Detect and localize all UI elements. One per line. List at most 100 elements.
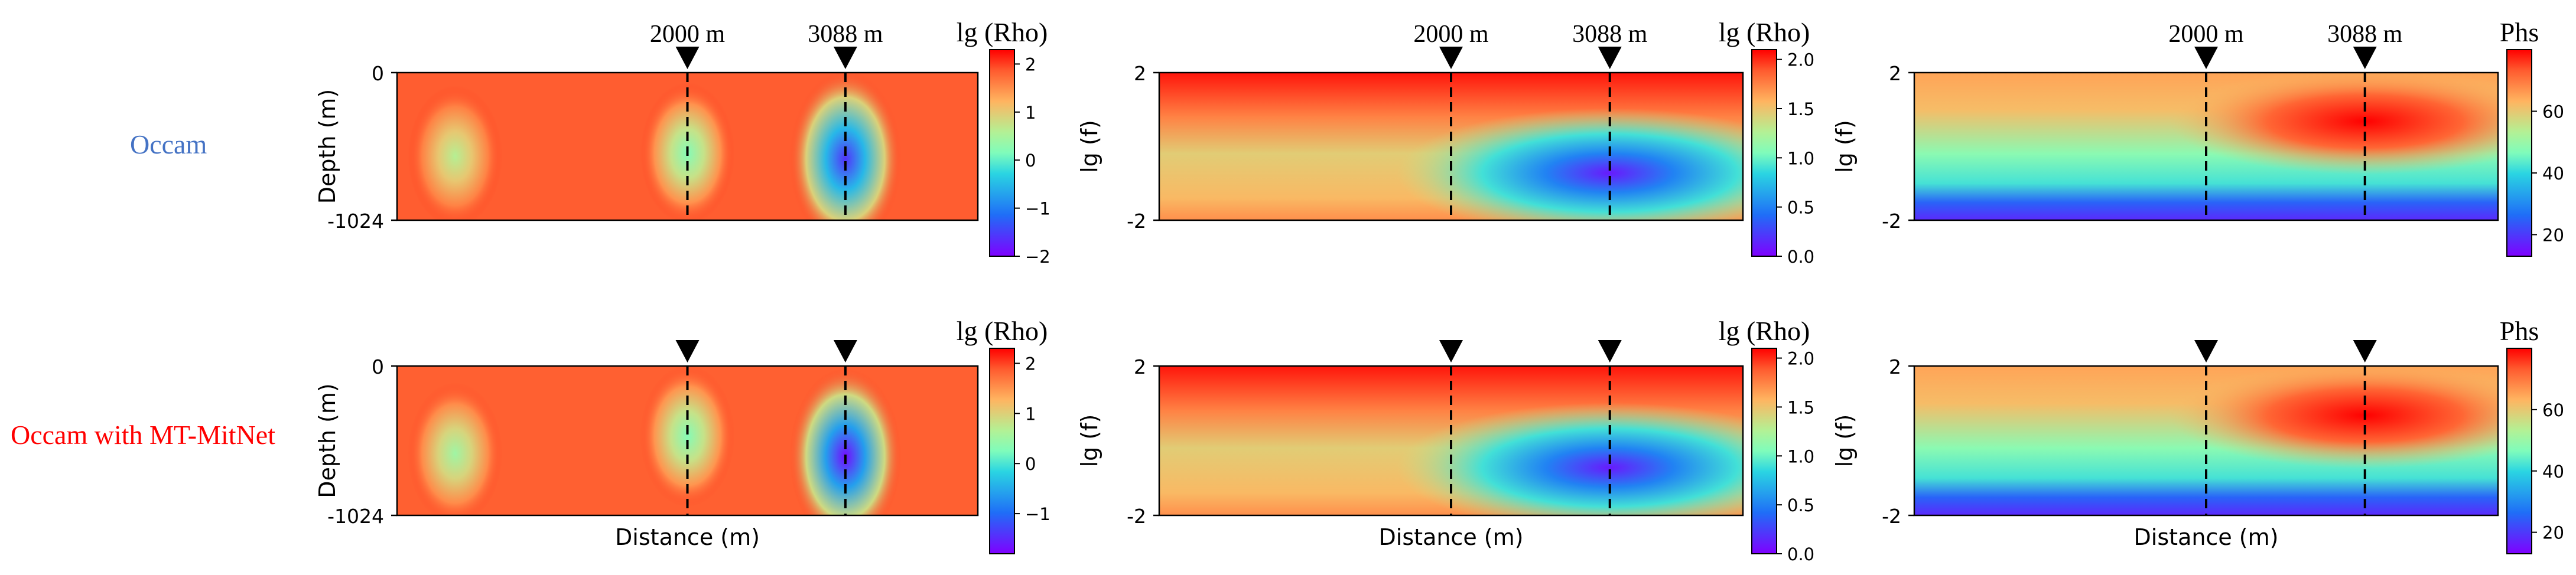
colorbar-tick-label: −1 <box>1025 199 1050 219</box>
marker-triangle-icon <box>833 47 857 69</box>
heatmap-field <box>397 366 978 515</box>
marker-label-3088: 3088 m <box>2327 21 2403 48</box>
colorbar-tick-label: 2.0 <box>1787 50 1814 70</box>
colorbar-tick-label: −2 <box>1025 247 1050 267</box>
chart-mitnet-resistivity: 0 -1024 Depth (m) Distance (m) 2 1 0 −1 lg (Rho) <box>314 316 1050 554</box>
anomaly-2 <box>640 366 735 507</box>
colorbar-tick-label: 0 <box>1025 151 1036 171</box>
colorbar: 2.0 1.5 1.0 0.5 0.0 lg (Rho) <box>1719 17 1814 267</box>
marker-triangle-icon <box>2194 340 2218 362</box>
y-tick-label: -1024 <box>327 210 384 233</box>
colorbar-tick-label: 40 <box>2542 462 2564 482</box>
colorbar-title: lg (Rho) <box>957 17 1048 47</box>
chart-mitnet-phase: 2 -2 lg (f) Distance (m) 60 40 20 Phs <box>1832 316 2564 554</box>
colorbar-tick-label: 2 <box>1025 54 1036 74</box>
colorbar-title: Phs <box>2500 316 2539 346</box>
colorbar-tick-label: 2 <box>1025 354 1036 374</box>
marker-triangle-icon <box>1598 47 1622 69</box>
marker-triangle-icon <box>833 340 857 362</box>
y-tick-label: 0 <box>372 62 384 85</box>
colorbar-tick-label: 20 <box>2542 523 2564 543</box>
marker-triangle-icon <box>675 340 700 362</box>
marker-label-3088: 3088 m <box>808 21 883 48</box>
y-tick-label: -1024 <box>327 505 384 528</box>
colorbar: 2.0 1.5 1.0 0.5 0.0 lg (Rho) <box>1719 316 1814 564</box>
colorbar-tick-label: 1 <box>1025 103 1036 123</box>
marker-triangle-icon <box>1439 47 1463 69</box>
colorbar-gradient <box>1751 348 1777 554</box>
conductive-anomaly <box>1397 108 1743 220</box>
y-tick-label: -2 <box>1127 505 1146 528</box>
colorbar-tick-label: 1.0 <box>1787 446 1814 466</box>
row-label-occam: Occam <box>130 129 207 159</box>
colorbar-tick-label: −1 <box>1025 504 1050 524</box>
y-tick-label: 0 <box>372 355 384 378</box>
colorbar-gradient <box>2506 49 2532 257</box>
colorbar-tick-label: 60 <box>2542 400 2564 420</box>
colorbar: 60 40 20 Phs <box>2500 316 2564 554</box>
x-axis-label: Distance (m) <box>2134 524 2279 550</box>
y-tick-label: 2 <box>1889 355 1901 378</box>
colorbar: 60 40 20 Phs <box>2500 17 2564 257</box>
colorbar-tick-label: 0.0 <box>1787 544 1814 564</box>
y-tick-label: 2 <box>1889 62 1901 85</box>
chart-occam-phase: 2000 m 3088 m 2 -2 lg (f) 60 40 20 Phs <box>1832 17 2564 257</box>
colorbar-tick-label: 1 <box>1025 404 1036 424</box>
y-tick-label: 2 <box>1134 62 1146 85</box>
x-axis-label: Distance (m) <box>1379 524 1524 550</box>
y-tick-label: -2 <box>1127 210 1146 233</box>
y-axis-label: Depth (m) <box>314 383 340 498</box>
marker-triangle-icon <box>675 47 700 69</box>
y-tick-label: -2 <box>1882 210 1901 233</box>
colorbar-gradient <box>1751 49 1777 257</box>
marker-label-2000: 2000 m <box>650 21 726 48</box>
colorbar-tick-label: 1.5 <box>1787 397 1814 417</box>
y-axis-label: lg (f) <box>1076 120 1102 173</box>
x-axis-label: Distance (m) <box>615 524 760 550</box>
heatmap-field <box>1159 73 1743 220</box>
anomaly-3 <box>789 73 902 220</box>
colorbar-tick-label: 20 <box>2542 225 2564 245</box>
colorbar-gradient <box>2506 348 2532 554</box>
chart-mitnet-app-resistivity: 2 -2 lg (f) Distance (m) 2.0 1.5 1.0 0.5 0.0 lg (… <box>1076 316 1814 564</box>
colorbar-title: Phs <box>2500 17 2539 47</box>
chart-occam-app-resistivity: 2000 m 3088 m 2 -2 lg (f) 2.0 1.5 1.0 0.5 0.0 lg (… <box>1076 17 1814 267</box>
y-axis-label: lg (f) <box>1832 120 1858 173</box>
colorbar-tick-label: 1.5 <box>1787 99 1814 119</box>
colorbar-tick-label: 0.0 <box>1787 247 1814 267</box>
heatmap-field <box>1914 366 2498 515</box>
y-axis-label: lg (f) <box>1832 414 1858 468</box>
marker-triangle-icon <box>2194 47 2218 69</box>
marker-label-2000: 2000 m <box>2168 21 2244 48</box>
high-phase-zone <box>2170 73 2498 175</box>
conductive-anomaly <box>1397 403 1743 515</box>
row-label-mitnet: Occam with MT-MitNet <box>11 420 276 450</box>
colorbar: 2 1 0 −1 lg (Rho) <box>957 316 1050 554</box>
colorbar-tick-label: 0 <box>1025 454 1036 474</box>
marker-label-3088: 3088 m <box>1572 21 1648 48</box>
y-tick-label: 2 <box>1134 355 1146 378</box>
heatmap-field <box>1159 366 1743 515</box>
heatmap-field <box>397 73 978 220</box>
colorbar-title: lg (Rho) <box>1719 316 1810 346</box>
anomaly-1 <box>408 383 503 515</box>
colorbar-tick-label: 2.0 <box>1787 349 1814 369</box>
marker-triangle-icon <box>2353 47 2377 69</box>
marker-triangle-icon <box>2353 340 2377 362</box>
anomaly-1 <box>408 85 503 220</box>
marker-triangle-icon <box>1598 340 1622 362</box>
chart-occam-resistivity: 2000 m 3088 m 0 -1024 Depth (m) 2 1 0 −1 −2 lg (Rh… <box>314 17 1050 267</box>
y-axis-label: Depth (m) <box>314 89 340 204</box>
colorbar-tick-label: 0.5 <box>1787 495 1814 515</box>
colorbar-gradient <box>989 348 1015 554</box>
colorbar-tick-label: 0.5 <box>1787 198 1814 218</box>
heatmap-field <box>1914 73 2498 220</box>
colorbar-tick-label: 60 <box>2542 102 2564 122</box>
colorbar-title: lg (Rho) <box>957 316 1048 346</box>
y-axis-label: lg (f) <box>1076 414 1102 468</box>
marker-label-2000: 2000 m <box>1413 21 1489 48</box>
y-tick-label: -2 <box>1882 505 1901 528</box>
marker-triangle-icon <box>1439 340 1463 362</box>
